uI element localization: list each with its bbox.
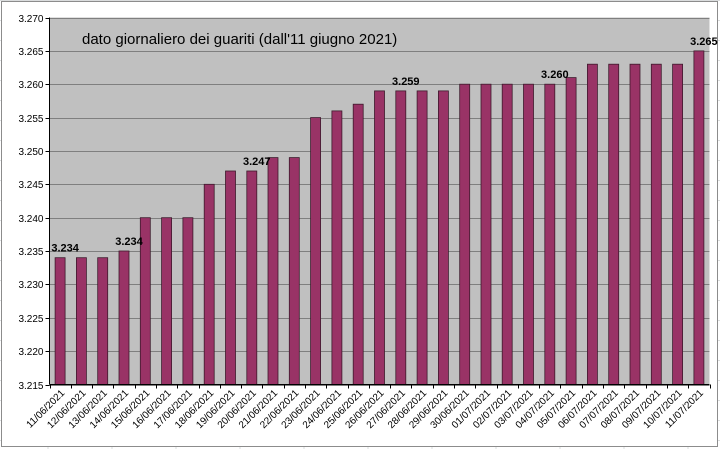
data-label: 3.234 (51, 243, 79, 255)
bar (437, 90, 449, 385)
y-tick-label: 3.220 (18, 347, 43, 358)
bar (76, 257, 87, 385)
bar (565, 77, 577, 385)
y-tick-label: 3.215 (18, 381, 43, 392)
y-tick-label: 3.250 (18, 147, 43, 158)
bar (182, 217, 194, 385)
bar (97, 257, 109, 385)
bar (118, 250, 130, 385)
data-label: 3.259 (392, 76, 420, 88)
y-tick-label: 3.240 (18, 214, 43, 225)
bar (650, 63, 662, 385)
y-tick-label: 3.270 (18, 14, 43, 25)
bar (395, 90, 407, 385)
y-tick-labels: 3.215 3.220 3.225 3.230 3.235 3.240 3.245 3.250… (18, 14, 43, 392)
data-label: 3.234 (115, 236, 143, 248)
data-label: 3.265 (690, 36, 718, 48)
bar (693, 50, 705, 385)
bars (54, 50, 705, 385)
bar (54, 257, 66, 385)
bar (523, 83, 534, 385)
bar (629, 63, 641, 385)
data-label: 3.247 (243, 156, 271, 168)
bar (161, 217, 173, 385)
bar (246, 170, 258, 385)
bar (225, 170, 236, 385)
bar (459, 83, 471, 385)
data-labels: 3.234 3.234 3.247 3.259 3.260 3.265 (51, 36, 717, 255)
bar (288, 157, 300, 385)
bar (267, 157, 279, 385)
bar (608, 63, 620, 385)
bar (544, 83, 556, 385)
y-tick-label: 3.255 (18, 114, 43, 125)
bar (416, 90, 428, 385)
bar (352, 103, 364, 385)
data-label: 3.260 (541, 69, 569, 81)
y-tick-label: 3.225 (18, 314, 43, 325)
bar (672, 63, 683, 385)
y-tick-label: 3.235 (18, 247, 43, 258)
y-tick-label: 3.245 (18, 180, 43, 191)
x-tick-labels: 11/06/202112/06/202113/06/202114/06/2021… (25, 388, 707, 431)
y-tick-label: 3.230 (18, 280, 43, 291)
bar (203, 183, 215, 385)
chart-title: dato giornaliero dei guariti (dall'11 gi… (82, 31, 397, 48)
bar (587, 63, 598, 385)
bar (310, 117, 322, 385)
axes (45, 17, 711, 389)
bar (374, 90, 385, 385)
bar (331, 110, 343, 385)
bar (501, 83, 513, 385)
bar (480, 83, 492, 385)
y-tick-label: 3.265 (18, 47, 43, 58)
y-tick-label: 3.260 (18, 80, 43, 91)
